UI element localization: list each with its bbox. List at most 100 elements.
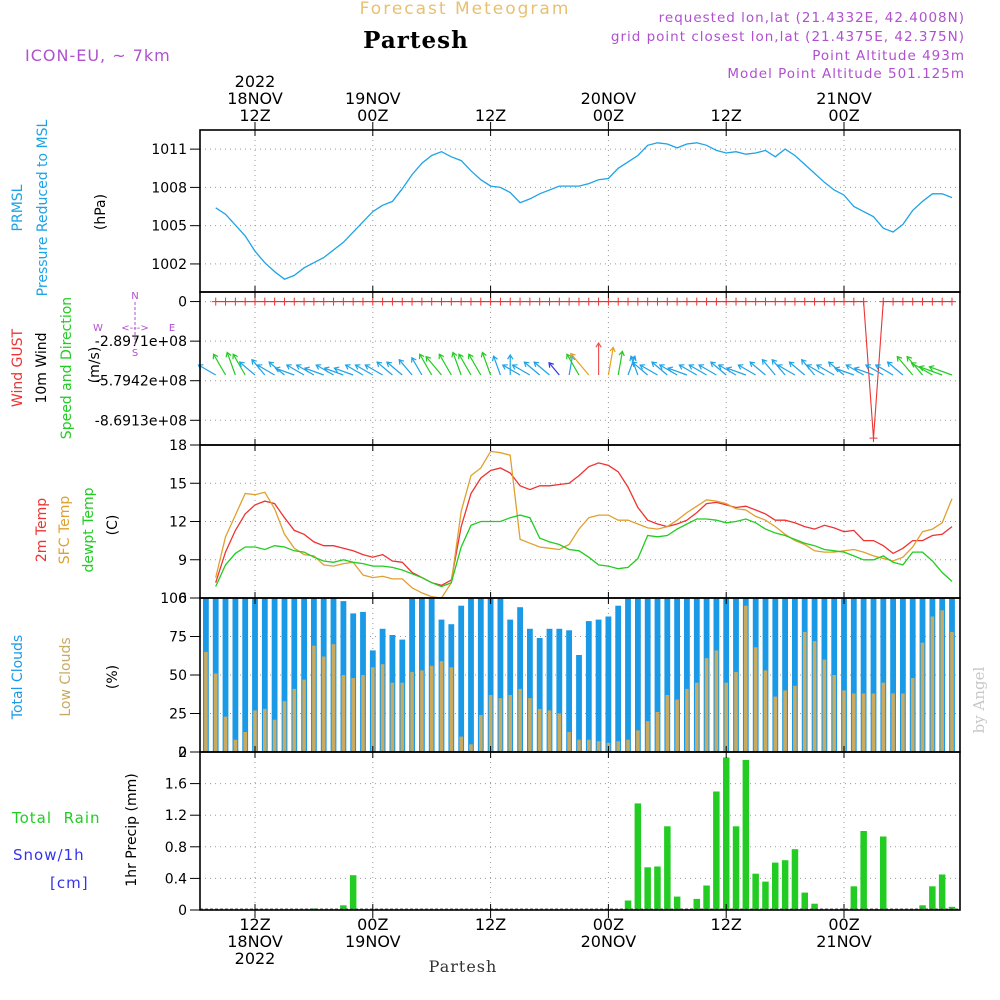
y-tick-label-wind: -8.6913e+08 — [95, 413, 187, 429]
wind-arrow-head — [315, 364, 322, 370]
bar-rain — [644, 867, 651, 910]
bar-total-clouds — [291, 598, 298, 752]
wind-gust-marker — [908, 297, 917, 306]
bar-low-clouds — [734, 671, 738, 752]
bar-total-clouds — [635, 598, 641, 752]
bar-low-clouds — [685, 688, 689, 752]
bar-low-clouds — [282, 701, 287, 752]
wind-arrow-head — [274, 366, 281, 373]
wind-arrow — [651, 361, 668, 376]
wind-arrow — [853, 366, 874, 376]
model-altitude: Model Point Altitude 501.125m — [727, 66, 965, 82]
bar-low-clouds — [557, 713, 562, 752]
wind-arrow-shaft — [286, 364, 305, 376]
bar-rain — [929, 886, 936, 910]
bar-total-clouds — [850, 598, 857, 752]
temp-2m-label: 2m Temp — [34, 498, 50, 562]
wind-arrow-head — [398, 358, 405, 365]
wind-gust-marker — [594, 297, 603, 306]
bar-low-clouds — [321, 656, 326, 752]
wind-gust-marker — [427, 297, 436, 306]
wind-arrow — [480, 351, 492, 376]
y-tick-label-precip: 0.4 — [165, 871, 187, 887]
wind-arrow-shaft — [816, 364, 835, 376]
wind-arrow-shaft — [334, 367, 354, 376]
top-axis-label: 00Z — [593, 106, 624, 125]
wind-arrow-shaft — [718, 364, 737, 376]
bar-low-clouds — [508, 695, 512, 752]
temp-sfc-label: SFC Temp — [57, 496, 73, 565]
wind-arrow-head — [864, 364, 871, 370]
wind-gust-marker — [300, 297, 309, 306]
bottom-axis-label: 00Z — [593, 915, 624, 934]
bottom-axis-label: 12Z — [475, 915, 506, 934]
bar-low-clouds — [361, 675, 365, 752]
bar-low-clouds — [537, 708, 542, 752]
gridpoint-coords: grid point closest lon,lat (21.4375E, 42… — [611, 29, 965, 45]
side-labels: PRMSL Pressure Reduced to MSL (hPa) Wind… — [10, 119, 988, 976]
wind-gust-marker — [417, 297, 426, 306]
wind-gust-marker — [378, 297, 387, 306]
bar-total-clouds — [900, 598, 906, 752]
wind-arrow-shaft — [607, 347, 614, 376]
bar-rain — [673, 896, 681, 910]
bar-rain — [791, 849, 799, 910]
wind-gust-marker — [928, 297, 937, 306]
wind-arrow — [354, 364, 374, 376]
series-line-sfc-temp — [215, 450, 953, 599]
y-tick-label-pressure: 1002 — [151, 257, 187, 273]
bar-total-clouds — [507, 619, 514, 752]
wind-gust-marker — [565, 297, 574, 306]
wind-gust-marker — [682, 297, 691, 306]
wind-arrow — [256, 364, 275, 376]
bar-total-clouds — [271, 598, 278, 752]
bar-total-clouds — [232, 598, 239, 752]
bar-total-clouds — [222, 598, 229, 752]
y-tick-label-temperature: 18 — [169, 438, 187, 454]
snow-label: Snow/1h — [13, 846, 85, 864]
bar-low-clouds — [518, 688, 522, 752]
wind-gust-marker — [535, 297, 544, 306]
wind-arrow — [595, 341, 602, 375]
bar-low-clouds — [292, 688, 297, 752]
bar-low-clouds — [488, 695, 493, 752]
bar-low-clouds — [439, 661, 444, 752]
bar-total-clouds — [909, 598, 916, 752]
wind-arrow — [333, 366, 354, 376]
wind-arrow — [629, 355, 639, 376]
wind-gust-label: Wind GUST — [10, 328, 26, 407]
wind-arrow-head — [710, 361, 716, 368]
bar-low-clouds — [842, 690, 846, 752]
compass-south: S — [132, 348, 138, 359]
bar-low-clouds — [901, 693, 905, 752]
wind-arrow-shaft — [198, 364, 217, 376]
bar-low-clouds — [233, 739, 238, 752]
wind-arrow-head — [618, 350, 625, 357]
bar-low-clouds — [371, 667, 375, 752]
y-tick-label-precip: 0 — [178, 903, 187, 919]
wind-arrow — [491, 355, 501, 376]
wind-arrow-shaft — [419, 353, 433, 376]
wind-gust-marker — [624, 297, 633, 306]
wind-arrow-shaft — [639, 364, 658, 376]
y-tick-label-temperature: 12 — [169, 515, 187, 531]
bar-low-clouds — [390, 682, 395, 752]
wind-arrow — [303, 366, 324, 376]
wind-gust-marker — [496, 297, 505, 306]
wind-arrow — [678, 364, 698, 376]
bar-total-clouds — [723, 598, 730, 752]
wind-arrow-head — [511, 364, 518, 370]
bar-low-clouds — [429, 665, 434, 752]
bar-low-clouds — [587, 739, 591, 752]
bar-rain — [948, 906, 956, 910]
series-line-2m-temp — [215, 462, 953, 586]
wind-gust-marker — [408, 297, 417, 306]
wind-gust-marker — [604, 297, 613, 306]
bar-low-clouds — [940, 610, 944, 752]
top-axis-label: 12Z — [239, 106, 270, 125]
wind-arrow-shaft — [398, 359, 413, 376]
wind-arrow-shaft — [376, 361, 393, 376]
wind-arrow-head — [629, 355, 636, 362]
bar-low-clouds — [910, 678, 915, 752]
series-line-dewpt-temp — [215, 514, 953, 588]
